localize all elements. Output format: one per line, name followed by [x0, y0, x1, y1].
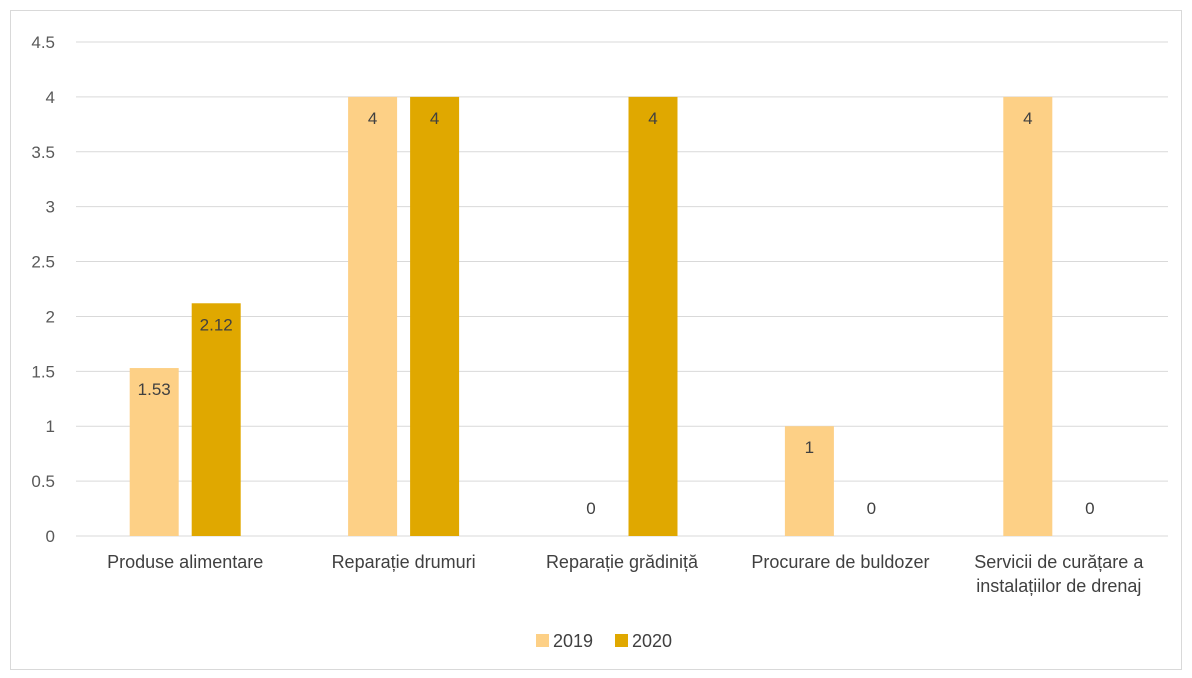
data-label: 2.12 — [200, 315, 233, 334]
legend-label-2020: 2020 — [632, 631, 672, 651]
x-category-label: Produse alimentare — [107, 552, 263, 572]
bar-2020 — [410, 96, 460, 536]
data-label: 0 — [586, 499, 595, 518]
y-tick-label: 4.5 — [31, 33, 55, 52]
data-label: 4 — [1023, 109, 1032, 128]
y-axis-ticks: 0 0.5 1 1.5 2 2.5 3 3.5 4 4.5 — [31, 33, 55, 546]
y-tick-label: 0 — [46, 527, 55, 546]
legend-swatch-2019 — [536, 634, 549, 647]
x-category-label: Servicii de curățare a — [974, 552, 1144, 572]
bar-2019 — [784, 426, 834, 536]
gridlines — [76, 41, 1168, 537]
x-category-label: Reparație grădiniță — [546, 552, 699, 572]
x-axis-categories: Produse alimentare Reparație drumuri Repar… — [107, 552, 1144, 596]
y-tick-label: 2.5 — [31, 253, 55, 272]
y-tick-label: 3 — [46, 198, 55, 217]
y-tick-label: 0.5 — [31, 472, 55, 491]
data-label: 1.53 — [138, 380, 171, 399]
x-category-label: instalațiilor de drenaj — [976, 576, 1141, 596]
chart-area: 0 0.5 1 1.5 2 2.5 3 3.5 4 4.5 1.53 4 0 1 4 2.12 4 4 0 0 Pr… — [10, 10, 1182, 670]
data-label: 4 — [430, 109, 439, 128]
data-label: 4 — [368, 109, 377, 128]
y-tick-label: 2 — [46, 307, 55, 326]
legend: 2019 2020 — [536, 631, 672, 651]
y-tick-label: 3.5 — [31, 143, 55, 162]
bar-2019 — [129, 368, 179, 536]
bars — [129, 96, 1053, 536]
y-tick-label: 1.5 — [31, 362, 55, 381]
data-label: 1 — [805, 438, 814, 457]
y-tick-label: 1 — [46, 417, 55, 436]
x-category-label: Reparație drumuri — [332, 552, 476, 572]
legend-label-2019: 2019 — [553, 631, 593, 651]
x-category-label: Procurare de buldozer — [751, 552, 929, 572]
legend-swatch-2020 — [615, 634, 628, 647]
data-label: 0 — [867, 499, 876, 518]
bar-2020 — [191, 303, 241, 536]
bar-2019 — [1003, 96, 1053, 536]
bar-chart: 0 0.5 1 1.5 2 2.5 3 3.5 4 4.5 1.53 4 0 1 4 2.12 4 4 0 0 Pr… — [31, 33, 1168, 651]
data-label: 4 — [648, 109, 657, 128]
bar-2020 — [628, 96, 678, 536]
bar-2019 — [348, 96, 398, 536]
y-tick-label: 4 — [46, 88, 55, 107]
data-label: 0 — [1085, 499, 1094, 518]
data-labels: 1.53 4 0 1 4 2.12 4 4 0 0 — [138, 109, 1095, 518]
